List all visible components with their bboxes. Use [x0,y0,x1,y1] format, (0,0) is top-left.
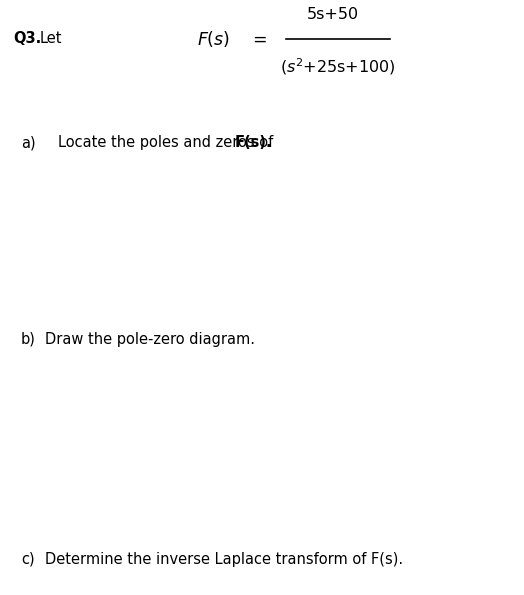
Text: Determine the inverse Laplace transform of F(s).: Determine the inverse Laplace transform … [45,552,402,567]
Text: 5s+50: 5s+50 [307,7,359,22]
Text: c): c) [21,552,35,567]
Text: Locate the poles and zeros of: Locate the poles and zeros of [58,135,278,151]
Text: $=$: $=$ [249,30,267,48]
Text: a): a) [21,135,36,151]
Text: b): b) [21,331,36,347]
Text: Q3.: Q3. [13,31,41,46]
Text: $F(s)$: $F(s)$ [198,29,231,49]
Text: Let: Let [39,31,62,46]
Text: F(s).: F(s). [234,135,272,151]
Text: $(s^2$+25s+100): $(s^2$+25s+100) [280,57,396,77]
Text: Draw the pole-zero diagram.: Draw the pole-zero diagram. [45,331,255,347]
